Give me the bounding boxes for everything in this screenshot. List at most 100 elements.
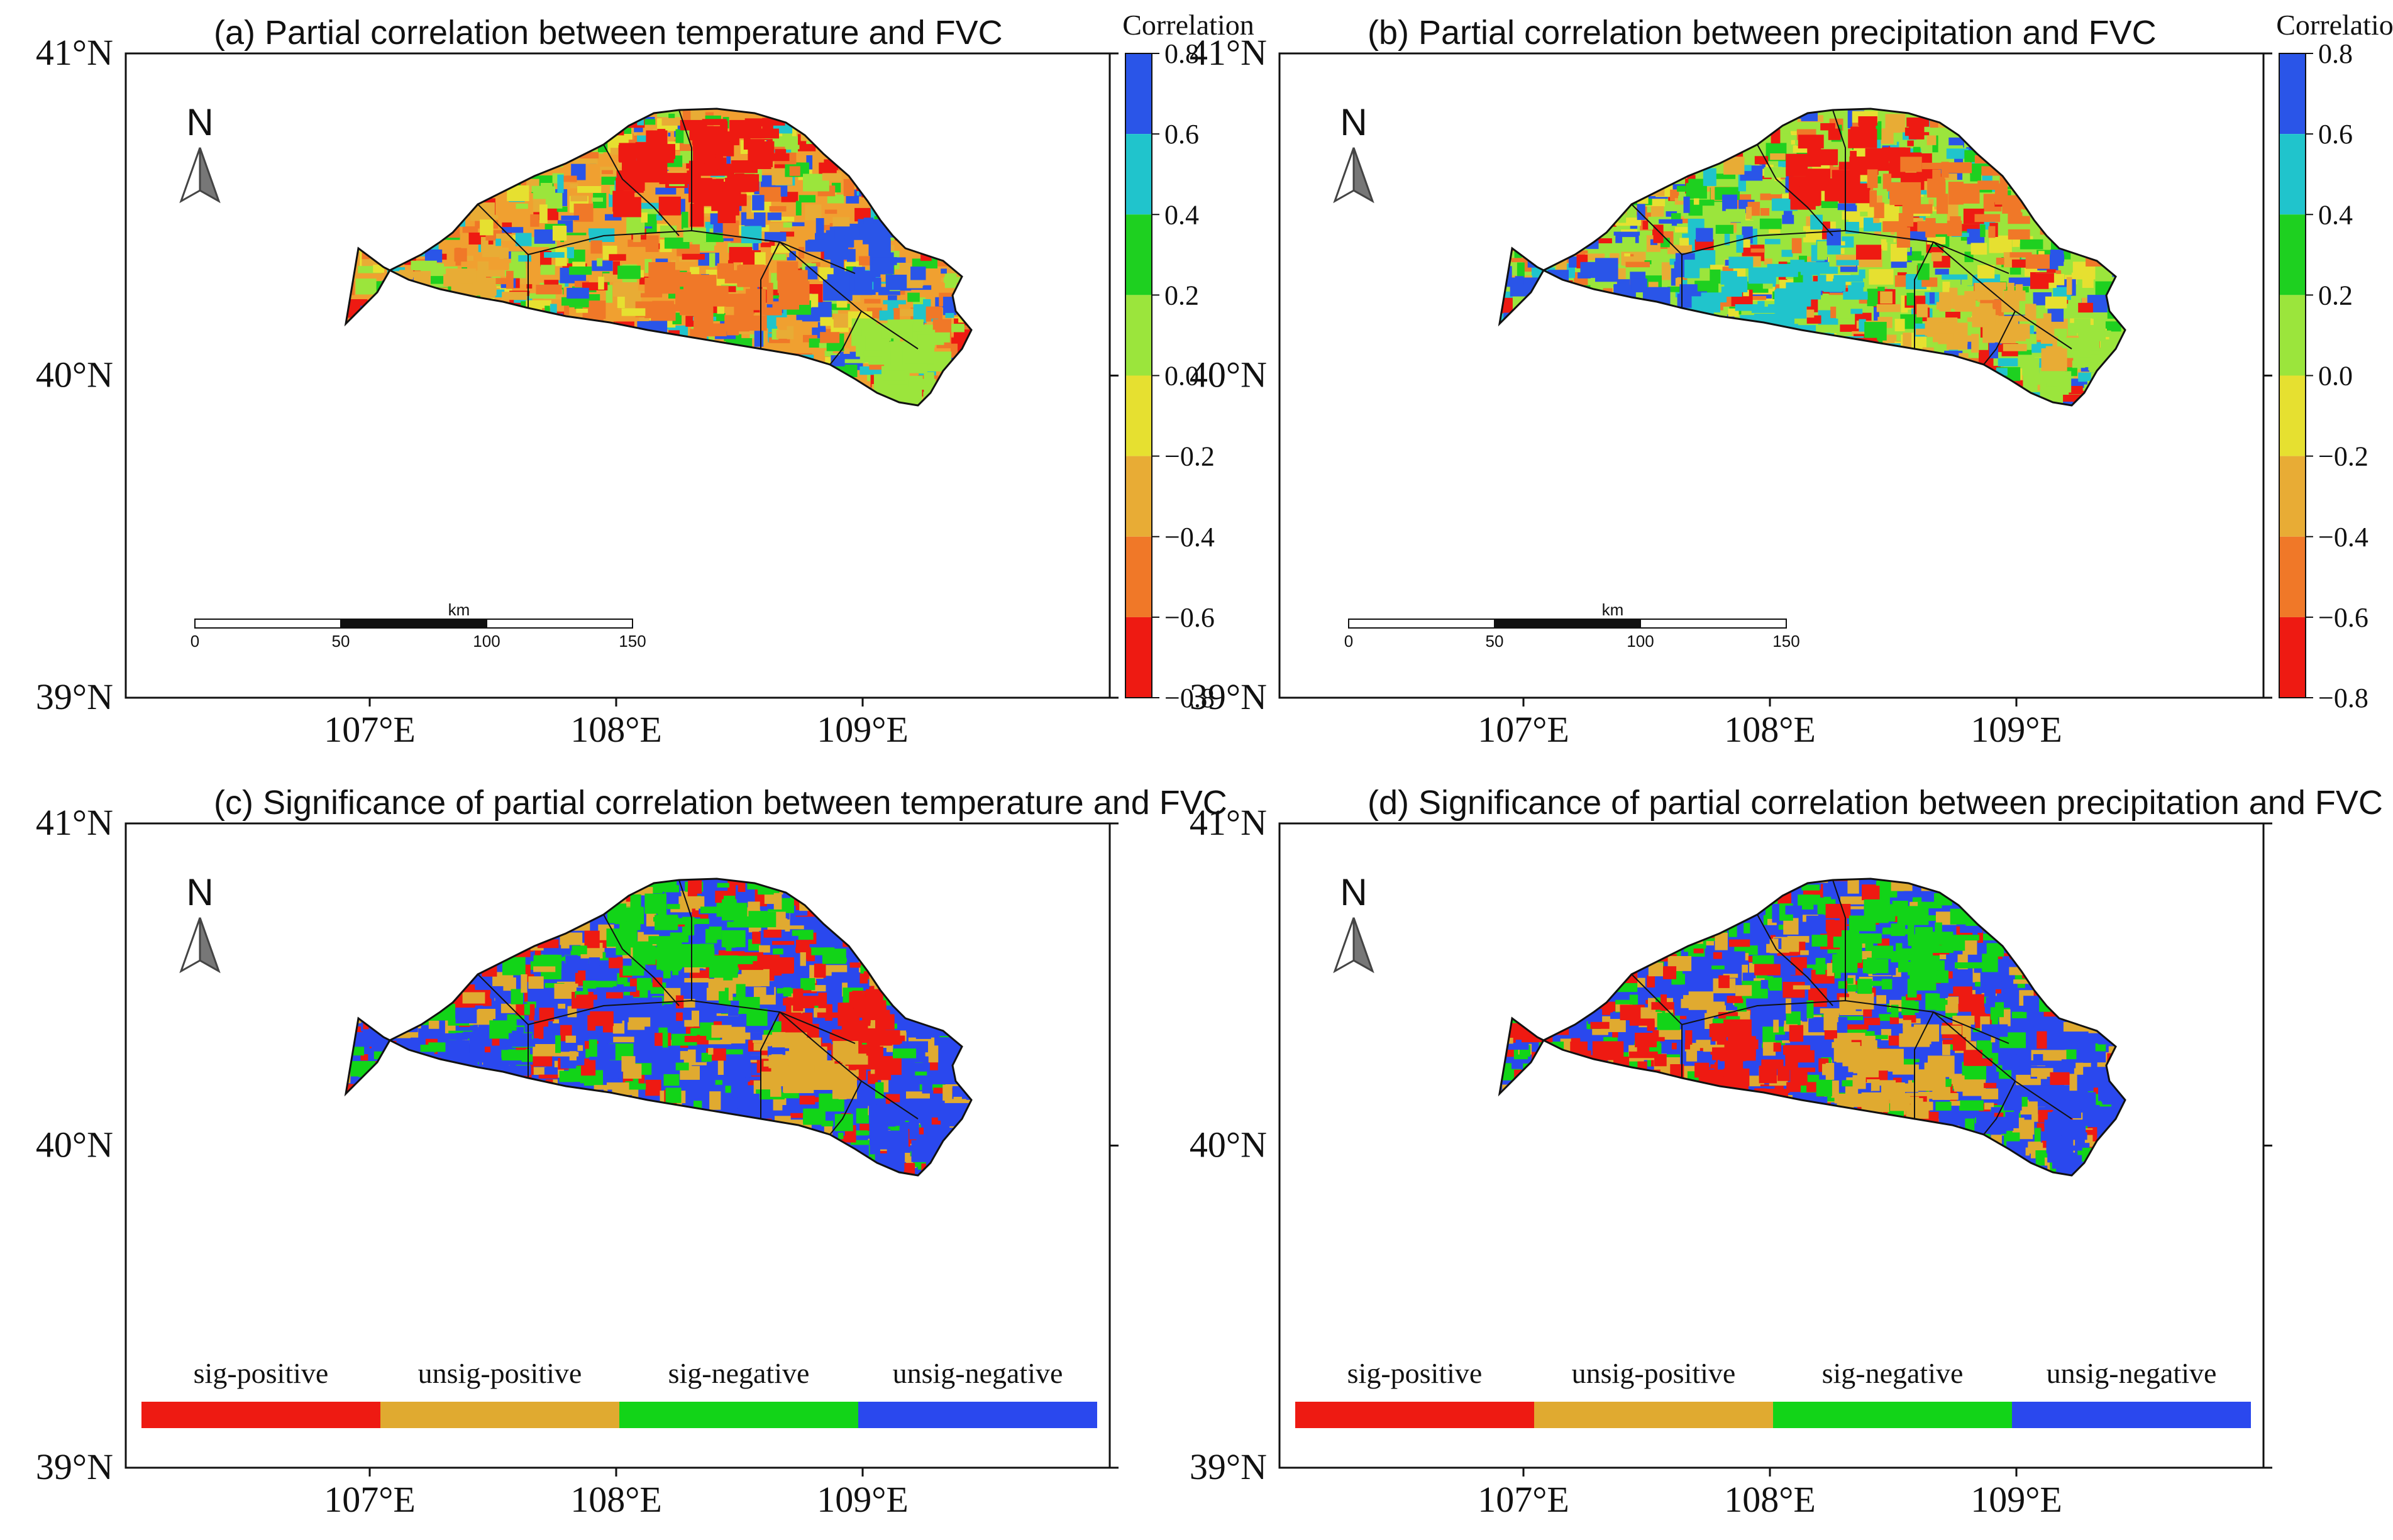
raster-cell xyxy=(912,258,937,269)
raster-patch xyxy=(690,203,704,227)
raster-cell xyxy=(1850,150,1876,157)
raster-cell xyxy=(1725,209,1745,223)
raster-patch xyxy=(893,334,900,348)
colorbar: Correlation0.80.60.40.20.0−0.2−0.4−0.6−0… xyxy=(2276,9,2393,713)
raster-cell xyxy=(355,278,377,295)
raster-cell xyxy=(795,201,802,216)
raster-cell xyxy=(358,266,382,273)
colorbar-tick-label: 0.8 xyxy=(1164,38,1199,69)
raster-cell xyxy=(601,170,613,174)
raster-cell xyxy=(681,211,688,229)
raster-cell xyxy=(557,174,564,193)
colorbar-segment xyxy=(2279,456,2306,537)
raster-cell xyxy=(1648,282,1659,289)
district-boundary xyxy=(678,109,692,231)
raster-cell xyxy=(605,948,617,958)
raster-cell xyxy=(1970,172,1981,182)
raster-cell xyxy=(572,261,586,268)
north-label: N xyxy=(186,101,213,143)
raster-cell xyxy=(907,292,920,302)
raster-cell xyxy=(820,317,832,326)
district-boundary xyxy=(1757,144,1833,236)
raster-cell xyxy=(558,1003,566,1009)
raster-cell xyxy=(560,956,570,961)
raster-cell xyxy=(1926,236,1946,245)
raster-cell xyxy=(2078,302,2093,313)
raster-cell xyxy=(646,910,656,927)
raster-cell xyxy=(561,215,579,221)
raster-patch xyxy=(1896,227,1911,248)
raster-cell xyxy=(2047,269,2057,275)
district-boundary xyxy=(829,311,862,365)
raster-cell xyxy=(613,282,639,297)
raster-cell xyxy=(521,974,528,993)
raster-patch xyxy=(1859,123,1871,138)
raster-cell xyxy=(665,892,682,906)
raster-cell xyxy=(1886,236,1894,243)
raster-patch xyxy=(847,1020,871,1026)
scale-bar: km0 50 100 150 xyxy=(1344,600,1800,651)
raster-cell xyxy=(461,255,473,261)
raster-patch xyxy=(637,157,668,179)
raster-patch xyxy=(626,927,638,942)
raster-cell xyxy=(799,1096,815,1105)
raster-cell xyxy=(1760,193,1782,201)
raster-cell xyxy=(745,1074,771,1081)
raster-patch xyxy=(1989,309,1996,326)
scale-label: 50 xyxy=(332,632,350,651)
raster-cell xyxy=(767,212,782,221)
raster-patch xyxy=(873,277,881,292)
raster-patch xyxy=(815,218,824,236)
colorbar-tick-label: −0.8 xyxy=(2318,683,2368,713)
raster-cell xyxy=(836,299,848,308)
raster-cell xyxy=(1736,234,1744,253)
raster-cell xyxy=(1585,253,1605,261)
raster-cell xyxy=(831,355,845,366)
raster-patch xyxy=(658,196,681,216)
raster-cell xyxy=(1817,241,1828,260)
raster-cell xyxy=(776,988,796,994)
y-tick-label: 40°N xyxy=(1190,355,1267,395)
raster-patch xyxy=(770,1040,793,1046)
raster-cell xyxy=(662,1031,668,1048)
raster-cell xyxy=(684,1020,694,1027)
raster-patch xyxy=(877,1009,890,1022)
raster-cell xyxy=(1781,250,1793,257)
raster-cell xyxy=(765,232,787,242)
raster-patch xyxy=(763,1060,785,1067)
colorbar-tick-label: 0.2 xyxy=(1164,280,1199,311)
raster-cell xyxy=(1880,291,1893,304)
raster-patch xyxy=(1838,162,1869,170)
raster-cell xyxy=(790,145,800,150)
raster-cell xyxy=(770,216,795,222)
raster-cell xyxy=(566,287,589,299)
raster-patch xyxy=(652,307,671,314)
raster-cell xyxy=(922,1056,929,1072)
raster-cell xyxy=(516,1026,524,1033)
colorbar-tick-label: 0.0 xyxy=(2318,361,2353,392)
colorbar-tick-label: 0.8 xyxy=(2318,38,2353,69)
raster-cell xyxy=(645,1079,661,1096)
raster-cell xyxy=(819,343,833,348)
raster-cell xyxy=(606,992,623,999)
raster-patch xyxy=(685,274,701,281)
raster-patch xyxy=(881,323,913,339)
raster-cell xyxy=(575,991,589,998)
raster-cell xyxy=(1945,312,1960,319)
raster-cell xyxy=(752,932,761,944)
raster-patch xyxy=(1810,267,1838,274)
raster-patch xyxy=(1751,306,1777,313)
raster-cell xyxy=(605,214,622,221)
raster-cell xyxy=(780,953,801,957)
raster-cell xyxy=(1906,292,1915,305)
raster-cell xyxy=(795,947,811,952)
raster-cell xyxy=(636,977,652,991)
raster-cell xyxy=(598,277,604,290)
raster-patch xyxy=(702,140,727,155)
panel-title: (c) Significance of partial correlation … xyxy=(214,784,1227,822)
north-arrow-right xyxy=(1352,147,1374,204)
raster-cell xyxy=(495,238,501,246)
raster-patch xyxy=(2025,304,2037,321)
raster-cell xyxy=(528,976,544,989)
